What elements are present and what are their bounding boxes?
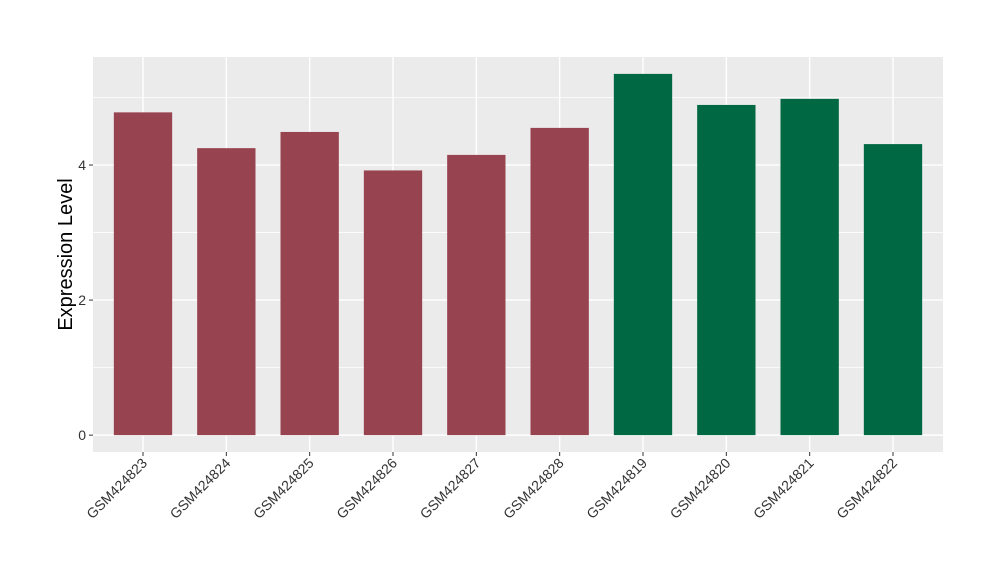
x-axis: GSM424823 GSM424824 GSM424825 GSM424826 GSM4… [83, 452, 900, 522]
x-tick-label: GSM424826 [333, 455, 400, 522]
x-tick-label: GSM424824 [167, 455, 234, 522]
bar-GSM424824 [197, 148, 256, 436]
bar-GSM424821 [780, 98, 839, 436]
bar-GSM424823 [113, 112, 173, 436]
x-tick-label: GSM424821 [750, 455, 817, 522]
y-axis-title: Expression Level [55, 178, 77, 330]
bar-GSM424826 [363, 170, 423, 436]
x-tick-label: GSM424828 [500, 455, 567, 522]
bar-GSM424822 [863, 144, 923, 436]
y-tick-label: 4 [78, 157, 86, 173]
x-tick-label: GSM424819 [583, 455, 650, 522]
x-tick-label: GSM424823 [83, 455, 150, 522]
x-tick-label: GSM424825 [250, 455, 317, 522]
y-tick-label: 0 [78, 427, 86, 443]
y-axis: 0 2 4 [78, 157, 93, 443]
y-tick-label: 2 [78, 292, 86, 308]
bar-GSM424820 [697, 104, 756, 436]
bar-GSM424819 [613, 73, 673, 436]
x-tick-label: GSM424822 [833, 455, 900, 522]
bars [113, 73, 923, 436]
bar-GSM424827 [447, 154, 506, 436]
x-tick-label: GSM424827 [417, 455, 484, 522]
bar-GSM424825 [280, 131, 339, 436]
x-tick-label: GSM424820 [667, 455, 734, 522]
bar-GSM424828 [530, 127, 589, 436]
